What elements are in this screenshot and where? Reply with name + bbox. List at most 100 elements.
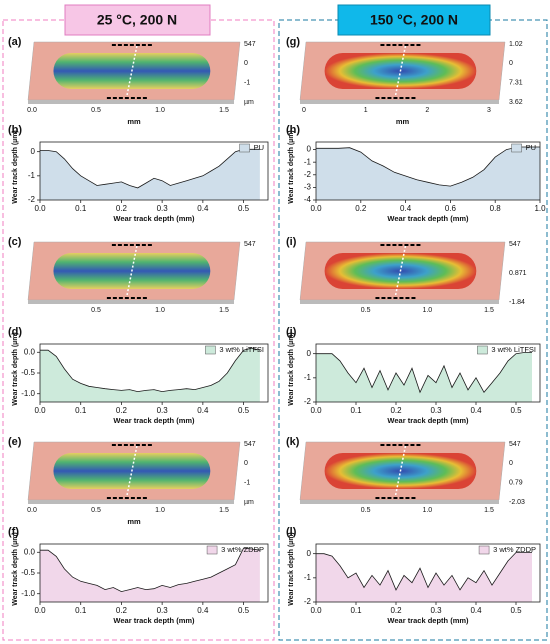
image-axis-label: 547 bbox=[509, 441, 521, 448]
x-tick-label: 0.2 bbox=[390, 606, 402, 615]
image-axis-label: µm bbox=[244, 499, 254, 506]
profile-line bbox=[394, 45, 407, 97]
y-tick-label: 0 bbox=[307, 349, 312, 358]
legend-label: 3 wt% LiTFSI bbox=[219, 345, 264, 354]
left-frame bbox=[2, 19, 275, 641]
x-tick-label: 0.4 bbox=[400, 204, 412, 213]
line bbox=[316, 552, 532, 591]
image-tick-label: 1.0 bbox=[155, 507, 165, 514]
plot-frame bbox=[315, 141, 541, 201]
panel-label: (k) bbox=[286, 436, 300, 448]
x-tick-label: 0.0 bbox=[34, 606, 46, 615]
image-tick-label: 1.5 bbox=[219, 107, 229, 114]
x-axis-label: Wear track depth (mm) bbox=[113, 416, 195, 425]
image-axis-label: 547 bbox=[244, 241, 256, 248]
area bbox=[40, 548, 260, 602]
y-tick-label: -4 bbox=[304, 195, 312, 204]
line bbox=[316, 146, 540, 187]
y-tick-label: -1 bbox=[304, 373, 312, 382]
x-tick-label: 0.0 bbox=[34, 406, 46, 415]
image-axis-label: -1 bbox=[244, 80, 250, 87]
legend-swatch bbox=[478, 545, 490, 555]
surface-side bbox=[300, 300, 499, 304]
legend-label: 3 wt% ZDDP bbox=[221, 545, 264, 554]
surface-side bbox=[300, 100, 499, 104]
y-axis-label: Wear track depth (µm) bbox=[12, 130, 19, 204]
x-tick-label: 0.4 bbox=[470, 606, 482, 615]
image-tick-label: 0.5 bbox=[361, 507, 371, 514]
profile-line bbox=[394, 245, 407, 297]
area bbox=[40, 348, 260, 402]
x-tick-label: 0.2 bbox=[116, 606, 128, 615]
image-tick-label: 1.0 bbox=[155, 107, 165, 114]
image-tick-label: 1.0 bbox=[422, 307, 432, 314]
panel-label: (d) bbox=[8, 326, 22, 338]
panel-label: (c) bbox=[8, 236, 22, 248]
x-tick-label: 0.6 bbox=[445, 204, 457, 213]
profile-line bbox=[126, 445, 138, 497]
area bbox=[316, 552, 532, 602]
y-tick-label: -0.5 bbox=[21, 568, 35, 577]
x-tick-label: 0.1 bbox=[350, 606, 362, 615]
image-axis-label: 547 bbox=[244, 41, 256, 48]
line bbox=[316, 352, 532, 394]
legend-label: PU bbox=[254, 143, 264, 152]
legend-swatch bbox=[206, 545, 218, 555]
x-tick-label: 0.3 bbox=[430, 606, 442, 615]
image-axis-label: 0 bbox=[244, 460, 248, 467]
image-axis-label: 3.62 bbox=[509, 99, 523, 106]
y-tick-label: 0 bbox=[307, 145, 312, 154]
y-tick-label: 0.0 bbox=[24, 547, 36, 556]
x-tick-label: 1.0 bbox=[534, 204, 546, 213]
panel-label: (h) bbox=[286, 124, 300, 136]
image-axis-label: 547 bbox=[509, 241, 521, 248]
y-tick-label: -2 bbox=[28, 195, 36, 204]
x-tick-label: 0.0 bbox=[34, 204, 46, 213]
y-tick-label: 0 bbox=[31, 147, 36, 156]
x-tick-label: 0.3 bbox=[430, 406, 442, 415]
plot-frame bbox=[315, 543, 541, 603]
image-axis-label: 0.79 bbox=[509, 480, 523, 487]
image-axis-label: -2.03 bbox=[509, 499, 525, 506]
x-tick-label: 0.5 bbox=[238, 606, 250, 615]
image-axis-label: -1 bbox=[244, 480, 250, 487]
y-axis-label: Wear track depth (µm) bbox=[288, 332, 295, 406]
legend-swatch bbox=[511, 143, 522, 153]
y-tick-label: -1 bbox=[28, 171, 36, 180]
x-tick-label: 0.0 bbox=[310, 204, 322, 213]
y-tick-label: -2 bbox=[304, 397, 312, 406]
image-axis-label: 1.02 bbox=[509, 41, 523, 48]
panel-label: (b) bbox=[8, 124, 22, 136]
image-unit: mm bbox=[127, 517, 141, 526]
y-axis-label: Wear track depth (µm) bbox=[12, 532, 19, 606]
image-tick-label: 1.5 bbox=[484, 507, 494, 514]
panel-label: (l) bbox=[286, 526, 297, 538]
x-tick-label: 0.5 bbox=[510, 406, 522, 415]
image-axis-label: 0 bbox=[509, 460, 513, 467]
y-axis-label: Wear track depth (µm) bbox=[288, 130, 295, 204]
x-tick-label: 0.0 bbox=[310, 406, 322, 415]
x-tick-label: 0.4 bbox=[470, 406, 482, 415]
y-tick-label: 0 bbox=[307, 549, 312, 558]
image-tick-label: 1.5 bbox=[484, 307, 494, 314]
image-axis-label: 0.871 bbox=[509, 270, 527, 277]
surface-side bbox=[28, 300, 234, 304]
y-tick-label: -1.0 bbox=[21, 389, 35, 398]
image-tick-label: 0 bbox=[302, 107, 306, 114]
surface-side bbox=[28, 100, 234, 104]
profile-line bbox=[126, 245, 138, 297]
y-tick-label: -3 bbox=[304, 183, 312, 192]
legend-swatch bbox=[477, 345, 488, 355]
y-axis-label: Wear track depth (µm) bbox=[12, 332, 19, 406]
y-tick-label: -0.5 bbox=[21, 368, 35, 377]
image-tick-label: 1 bbox=[364, 107, 368, 114]
line bbox=[40, 547, 260, 593]
right-header: 150 °C, 200 N bbox=[370, 12, 458, 28]
image-tick-label: 0.0 bbox=[27, 107, 37, 114]
image-tick-label: 1.5 bbox=[219, 307, 229, 314]
panel-label: (j) bbox=[286, 326, 297, 338]
y-tick-label: -1.0 bbox=[21, 589, 35, 598]
right-frame bbox=[278, 19, 548, 641]
legend-swatch bbox=[239, 143, 250, 153]
